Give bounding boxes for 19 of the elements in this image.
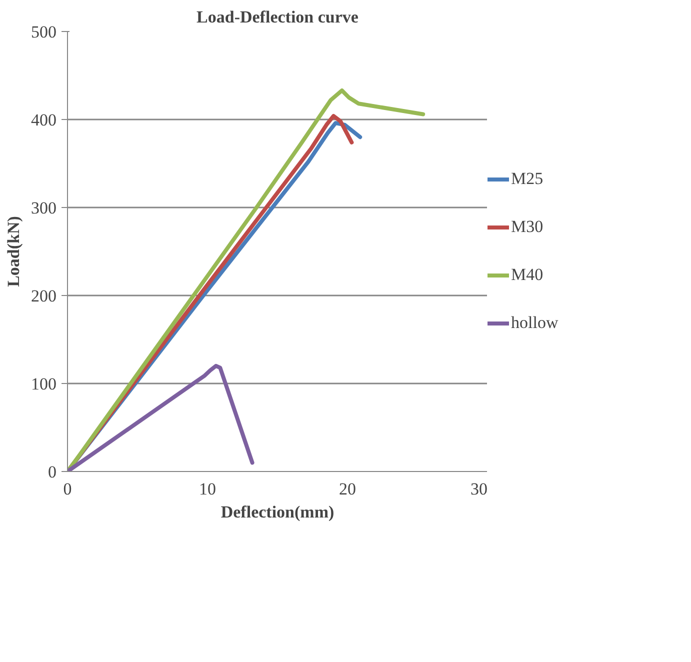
line-series xyxy=(68,364,254,472)
line-series xyxy=(68,88,426,472)
x-tick-label: 30 xyxy=(470,480,488,498)
legend-label: M30 xyxy=(511,217,544,237)
legend-label: M25 xyxy=(511,169,544,189)
y-tick-label: 100 xyxy=(31,374,56,394)
y-tick-label: 300 xyxy=(31,198,56,218)
x-tick-label: 20 xyxy=(339,480,356,498)
y-axis-title: Load(kN) xyxy=(4,216,23,287)
x-tick-label: 10 xyxy=(199,480,216,498)
legend-label: hollow xyxy=(511,313,558,333)
x-tick-label: 0 xyxy=(63,480,72,498)
y-tick-label: 400 xyxy=(31,110,56,130)
y-tick-label: 0 xyxy=(48,462,56,482)
legend-label: M40 xyxy=(511,265,544,285)
x-axis-title: Deflection(mm) xyxy=(220,502,334,522)
chart-title: Load-Deflection curve xyxy=(196,8,359,26)
y-tick-label: 200 xyxy=(31,286,56,306)
y-tick-label: 500 xyxy=(31,22,56,42)
